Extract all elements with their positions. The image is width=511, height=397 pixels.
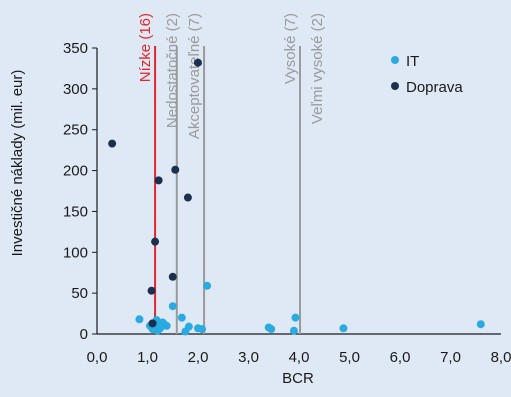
data-point: [147, 286, 156, 295]
data-point: [154, 176, 163, 185]
plot-area: 0 50 100 150 200 250 300 350 0,0 1,0 2,0 3,0 4,0 5,0 6…: [63, 13, 511, 366]
y-tick-label: 250: [63, 122, 88, 139]
y-axis-title: Investičné náklady (mil. eur): [9, 70, 26, 257]
y-tick-label: 350: [63, 40, 88, 57]
y-tick-label: 150: [63, 203, 88, 220]
x-tick-label: 5,0: [339, 349, 360, 366]
data-point: [151, 237, 160, 246]
y-tick-label: 300: [63, 81, 88, 98]
data-point: [177, 313, 186, 322]
data-point: [183, 193, 192, 202]
data-point: [194, 58, 202, 67]
data-point: [171, 165, 180, 174]
x-tick-label: 1,0: [137, 349, 158, 366]
threshold-label: Nedostatočné (2): [164, 13, 181, 128]
data-point: [108, 139, 117, 148]
y-tick-label: 200: [63, 163, 88, 180]
y-tick-label: 50: [71, 285, 88, 302]
data-point: [339, 324, 348, 333]
threshold-label: Nízke (16): [137, 13, 154, 82]
data-point: [184, 322, 193, 331]
data-point: [289, 326, 298, 335]
legend-label: IT: [406, 53, 419, 70]
x-tick-label: 7,0: [440, 349, 461, 366]
y-tick-label: 100: [63, 244, 88, 261]
x-tick-label: 6,0: [390, 349, 411, 366]
legend-label: Doprava: [406, 79, 463, 96]
data-point: [198, 325, 207, 334]
data-point: [162, 321, 171, 330]
x-tick-label: 0,0: [87, 349, 108, 366]
data-point: [267, 325, 276, 334]
data-point: [168, 302, 177, 311]
data-point: [291, 313, 300, 322]
data-point: [148, 319, 157, 328]
x-axis-title: BCR: [282, 370, 314, 387]
x-tick-label: 4,0: [289, 349, 310, 366]
threshold-label: Akceptovateľné (7): [186, 13, 203, 139]
data-point: [203, 281, 212, 290]
data-point: [168, 272, 177, 281]
legend-marker: [391, 56, 399, 64]
x-tick-label: 8,0: [491, 349, 511, 366]
x-tick-label: 2,0: [188, 349, 209, 366]
data-point: [135, 315, 144, 324]
threshold-label: Veľmi vysoké (2): [309, 13, 326, 124]
threshold-label: Vysoké (7): [282, 13, 299, 84]
x-tick-label: 3,0: [238, 349, 259, 366]
data-point: [476, 320, 485, 329]
legend-marker: [391, 82, 399, 90]
y-tick-label: 0: [80, 326, 88, 343]
